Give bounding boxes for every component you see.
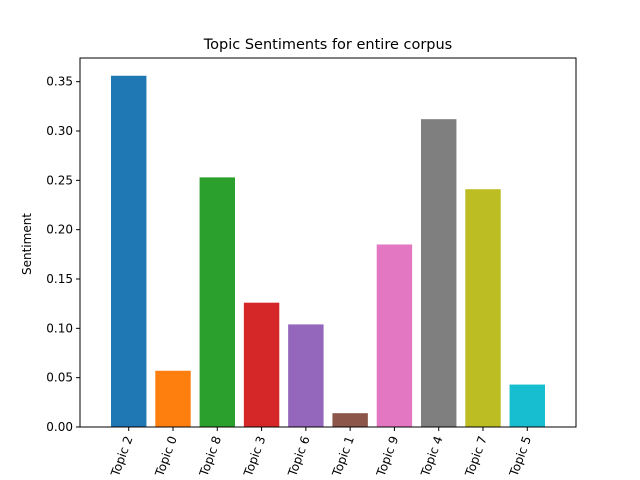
y-axis-label: Sentiment [20,213,34,275]
x-tick-label: Topic 0 [152,434,180,479]
chart-title: Topic Sentiments for entire corpus [203,37,453,53]
y-tick-label: 0.20 [46,223,73,237]
bar-topic-6 [288,324,324,427]
bar-topic-3 [243,302,280,427]
y-tick-label: 0.05 [46,371,73,385]
bars-group [111,75,545,428]
bar-topic-7 [465,189,501,427]
x-axis-ticks: Topic 2 Topic 0 Topic 8 Topic 3 Topic 6 Topic… [108,427,534,479]
x-tick-label: Topic 4 [418,434,446,479]
x-tick-label: Topic 5 [506,434,534,479]
plot-frame [79,57,577,428]
x-tick-label: Topic 3 [241,434,269,479]
x-tick-label: Topic 1 [329,434,357,479]
x-tick-label: Topic 9 [374,434,402,479]
y-tick-label: 0.25 [46,173,73,187]
bar-topic-2 [111,75,147,427]
x-tick-label: Topic 2 [108,434,136,479]
y-tick-label: 0.15 [46,272,73,286]
x-tick-label: Topic 6 [285,434,313,479]
y-tick-label: 0.00 [46,420,73,434]
bar-topic-9 [376,244,413,427]
y-axis-ticks: 0.00 0.05 0.10 0.15 0.20 0.25 0.30 0.35 [46,75,80,434]
y-tick-label: 0.10 [46,321,73,335]
y-tick-label: 0.35 [46,75,73,89]
x-tick-label: Topic 8 [196,434,224,479]
bar-topic-5 [509,384,545,427]
x-tick-label: Topic 7 [462,434,490,479]
bar-topic-8 [199,177,235,427]
y-tick-label: 0.30 [46,124,73,138]
bar-topic-1 [332,413,368,427]
bar-topic-0 [155,370,191,427]
bar-topic-4 [421,119,457,428]
